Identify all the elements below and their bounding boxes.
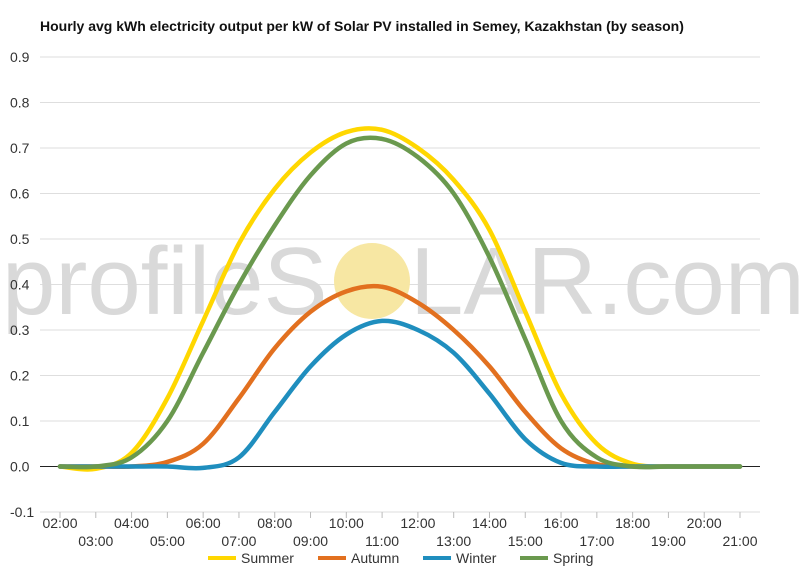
legend-label: Autumn [351,550,399,566]
y-tick-label: 0.0 [10,459,30,475]
x-tick-label: 15:00 [508,533,543,549]
x-tick-label: 07:00 [221,533,256,549]
x-tick-label: 04:00 [114,515,149,531]
x-tick-label: 12:00 [400,515,435,531]
x-tick-label: 05:00 [150,533,185,549]
y-tick-label: 0.8 [10,95,30,111]
watermark-sun [334,243,410,319]
x-tick-label: 21:00 [722,533,757,549]
x-tick-label: 13:00 [436,533,471,549]
x-tick-label: 19:00 [651,533,686,549]
legend-label: Winter [456,550,497,566]
series-line-spring [57,135,743,470]
y-tick-label: 0.6 [10,186,30,202]
x-tick-label: 18:00 [615,515,650,531]
x-tick-label: 14:00 [472,515,507,531]
legend-label: Summer [241,550,294,566]
legend-label: Spring [553,550,593,566]
x-tick-label: 10:00 [329,515,364,531]
chart-title: Hourly avg kWh electricity output per kW… [40,18,684,34]
x-tick-label: 17:00 [579,533,614,549]
x-tick-label: 03:00 [78,533,113,549]
x-tick-label: 16:00 [544,515,579,531]
series-lines [57,126,743,472]
y-tick-label: -0.1 [10,504,34,520]
x-tick-label: 20:00 [687,515,722,531]
gridlines [40,56,760,513]
y-tick-label: 0.3 [10,322,30,338]
y-tick-label: 0.4 [10,277,30,293]
series-line-winter [57,318,743,471]
watermark: profileS LAR.com [2,228,800,335]
x-axis: 02:00 04:00 06:00 08:00 10:00 12:00 14:00 16:00… [42,512,758,549]
y-tick-label: 0.2 [10,368,30,384]
y-tick-label: 0.1 [10,413,30,429]
y-tick-label: 0.7 [10,140,30,156]
x-tick-label: 06:00 [186,515,221,531]
legend: Summer Autumn Winter Spring [208,550,593,566]
x-tick-label: 02:00 [42,515,77,531]
x-tick-label: 09:00 [293,533,328,549]
y-tick-label: 0.9 [10,49,30,65]
x-tick-label: 11:00 [365,533,399,549]
x-tick-label: 08:00 [257,515,292,531]
y-axis: 0.9 0.8 0.7 0.6 0.5 0.4 0.3 0.2 0.1 0.0 -0.1 [10,49,34,520]
watermark-text-left: profileS [2,228,328,335]
watermark-text-right: LAR.com [410,228,800,335]
series-line-summer [57,126,743,472]
y-tick-label: 0.5 [10,231,30,247]
